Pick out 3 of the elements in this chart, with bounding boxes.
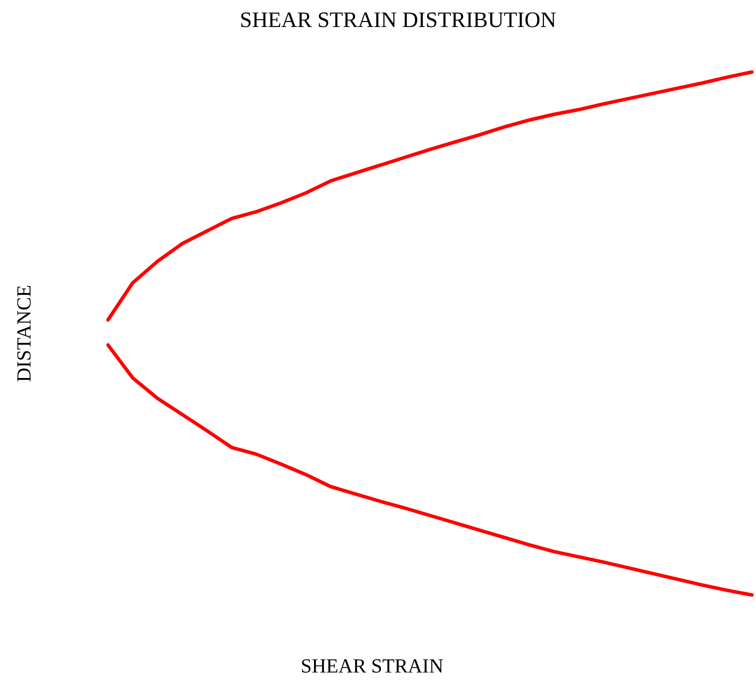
- chart-title: SHEAR STRAIN DISTRIBUTION: [240, 6, 556, 32]
- x-axis-title: SHEAR STRAIN: [300, 655, 444, 678]
- y-axis-title: DISTANCE: [13, 284, 36, 382]
